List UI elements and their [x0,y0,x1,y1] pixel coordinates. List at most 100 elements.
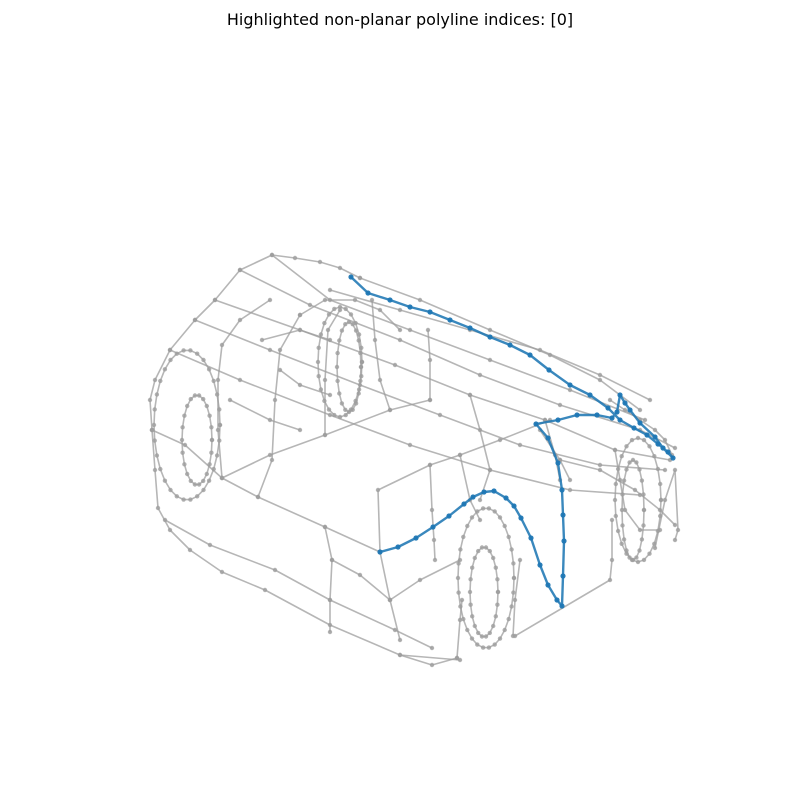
polyline-7-vertex [597,377,603,383]
wheel-polyline-7-vertex [634,460,639,465]
polyline-3-vertex [477,372,483,378]
highlighted-polyline-0-vertex [587,392,593,398]
wheel-polyline-7-vertex [624,467,629,472]
highlighted-polyline-0-vertex [594,412,600,418]
wheel-polyline-7-vertex [637,467,642,472]
wheel-polyline-7-vertex [627,460,632,465]
polyline-7-vertex [637,407,643,413]
highlighted-polyline-0-vertex [377,549,383,555]
highlighted-polyline-0-vertex [491,488,497,494]
highlighted-polyline-0-vertex [447,317,453,323]
wheel-polyline-1-vertex [180,450,185,455]
polyline-25-vertex [652,545,658,551]
wheel-polyline-4-vertex [318,387,324,392]
highlighted-polyline-0-vertex [665,449,671,455]
wheel-polyline-5-vertex [483,634,489,639]
highlighted-polyline-0-vertex [461,501,467,507]
polyline-19-vertex [322,432,328,438]
wheel-polyline-5-vertex [470,614,475,619]
polyline-35 [329,557,393,603]
highlighted-polyline-0-vertex [365,290,371,296]
wheel-polyline-6-vertex [469,636,475,641]
polyline-1-vertex [337,265,343,271]
polyline-10-vertex [272,567,278,573]
highlighted-polyline-0-vertex [430,524,436,530]
highlighted-polyline-0-vertex [622,400,628,406]
wheel-polyline-4-vertex [353,398,358,404]
wheel-polyline-2-vertex [162,478,168,483]
wheel-polyline-7-vertex [639,478,645,483]
highlighted-polyline-0-vertex [567,382,573,388]
wheel-polyline-5-vertex [483,545,489,550]
wheel-polyline-1-vertex [182,462,187,467]
wheel-polyline-6-vertex [492,642,497,647]
polyline-37 [467,392,493,503]
wheel-polyline-8-vertex [652,454,657,459]
wheel-polyline-1-vertex [179,437,185,443]
wheel-polyline-5-vertex [491,623,496,629]
wheel-polyline-7-vertex [641,507,647,513]
polyline-20 [369,297,393,413]
wheel-polyline-4-vertex [316,374,321,379]
polyline-10-vertex [162,517,168,523]
polyline-37-vertex [477,497,483,503]
wheel-polyline-8-vertex [612,497,618,503]
polyline-9-vertex [429,662,435,668]
polyline-24-vertex [607,577,613,583]
polyline-1-vertex [317,259,323,265]
wheel-polyline-4-vertex [348,407,354,412]
polyline-33-vertex [512,597,518,603]
polyline-21 [425,327,433,403]
wheel-polyline-1-vertex [201,396,206,402]
highlighted-polyline-0-vertex [348,274,354,280]
polyline-7-vertex [487,327,493,333]
wheel-polyline-6 [455,506,517,650]
polyline-23-vertex [597,467,603,473]
wheel-polyline-5-vertex [476,630,481,636]
highlighted-polyline-0-vertex [559,603,565,609]
polyline-5-vertex [517,442,523,448]
wheel-polyline-4-vertex [359,359,365,365]
wheel-polyline-2-vertex [217,407,222,412]
wheel-polyline-6-vertex [511,561,516,566]
wheel-polyline-2-vertex [152,407,157,412]
wheel-polyline-1-vertex [188,478,193,484]
polyline-4-vertex [487,357,493,363]
wheel-polyline-6-vertex [461,616,466,622]
polyline-9-vertex [187,547,193,553]
wheel-polyline-8-vertex [629,557,635,563]
polyline-36-vertex [607,397,613,403]
wheel-polyline-6-vertex [511,575,517,581]
highlighted-polyline-0-vertex [413,535,419,541]
wheel-polyline-6-vertex [458,604,463,609]
wheel-polyline-8-vertex [619,541,624,546]
polyline-21-vertex [425,327,431,333]
wheel-polyline-6-vertex [480,645,486,650]
polyline-10 [162,517,435,651]
polyline-11-vertex [182,442,188,448]
polyline-20-vertex [369,297,375,303]
wheel-polyline-5-vertex [467,589,473,595]
wheel-polyline-5-vertex [491,555,496,561]
wheel-polyline-2-vertex [188,348,193,353]
wheel-polyline-8-vertex [615,466,621,472]
polyline-11-vertex [149,427,155,433]
wheel-polyline-5-vertex [472,555,477,561]
polyline-11 [149,427,383,555]
wheel-polyline-4-vertex [343,306,348,312]
polyline-14-vertex [327,629,333,635]
polyline-8-vertex [647,397,653,403]
polyline-30-vertex [227,397,233,403]
wheel-polyline-8-vertex [658,513,663,519]
wheel-polyline-1-vertex [204,403,209,409]
highlighted-polyline-0-vertex [395,544,401,550]
wheel-polyline-8-vertex [615,528,621,534]
highlighted-polyline-0-vertex [617,417,623,423]
wheel-polyline-5-vertex [487,630,492,636]
wheel-polyline-2-vertex [152,438,157,443]
wheel-polyline-2-vertex [154,392,160,397]
polyline-6-vertex [327,412,333,418]
wheel-polyline-2-vertex [195,351,200,356]
wheel-polyline-6-vertex [497,515,503,520]
